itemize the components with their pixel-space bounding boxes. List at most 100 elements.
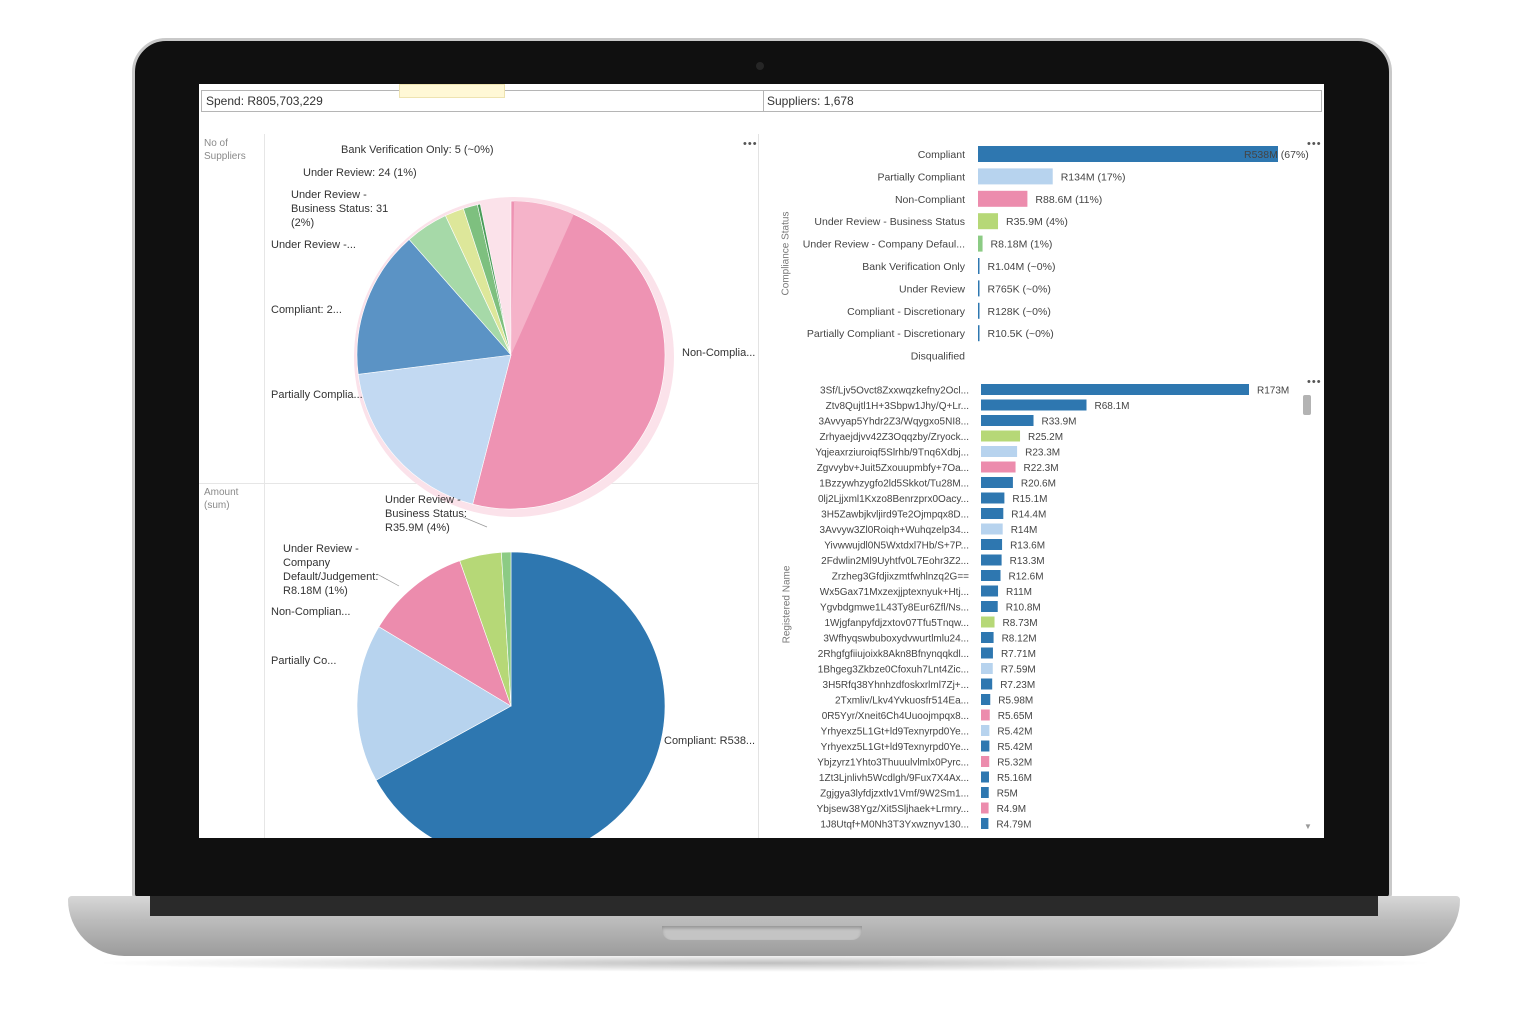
bar-value-label: R11M	[1006, 587, 1032, 598]
pie-leader-line	[462, 516, 488, 528]
bar[interactable]	[981, 399, 1087, 411]
pie_bottom-slice[interactable]	[356, 626, 512, 781]
lid-notch	[662, 926, 862, 940]
scroll-down-icon[interactable]: ▼	[1304, 822, 1312, 831]
pie_top-slice-label: Under Review: 24 (1%)	[303, 167, 417, 179]
bar-value-label: R5.16M	[997, 773, 1032, 784]
bar-value-label: R5M	[997, 789, 1018, 800]
bar-value-label: R538M (67%)	[1244, 149, 1309, 161]
bar-value-label: R8.12M	[1002, 634, 1037, 645]
pie_bottom-slice[interactable]	[375, 551, 666, 838]
pie_top-slice-label: Under Review - Business Status: 31 (2%)	[291, 189, 389, 229]
bar[interactable]	[981, 461, 1016, 473]
bar[interactable]	[978, 146, 1278, 162]
bar[interactable]	[978, 325, 980, 342]
bar[interactable]	[981, 632, 994, 643]
bar-value-label: R10.5K (~0%)	[988, 328, 1054, 340]
bar[interactable]	[981, 508, 1004, 519]
status-chart-menu-icon[interactable]: •••	[1307, 138, 1322, 150]
bar-category-label: Yqjeaxrziuroiqf5Slrhb/9Tnq6Xdbj...	[815, 448, 969, 459]
bar[interactable]	[981, 787, 989, 798]
bar-category-label: Yrhyexz5L1Gt+ld9Texnyrpd0Ye...	[821, 727, 969, 738]
pie_bottom-slice-label: Partially Co...	[271, 655, 337, 667]
bar-category-label: Wx5Gax71Mxzexjjptexnyuk+Htj...	[820, 587, 969, 598]
bar-value-label: R4.79M	[996, 820, 1031, 831]
dashboard-screen: Spend: R805,703,229 Suppliers: 1,678 No …	[199, 84, 1324, 838]
bar[interactable]	[981, 709, 990, 721]
bar-category-label: Non-Compliant	[895, 194, 965, 206]
bar-category-label: 1Wjgfanpyfdjzxtov07Tfu5Tnqw...	[824, 618, 969, 629]
bar-category-label: 3Wfhyqswbuboxydvwurtlmlu24...	[823, 634, 969, 645]
pie_bottom-slice-label: Non-Complian...	[271, 606, 351, 618]
bar[interactable]	[981, 647, 993, 659]
scrollbar-thumb[interactable]	[1303, 395, 1311, 415]
bar[interactable]	[981, 725, 990, 736]
bar[interactable]	[981, 554, 1002, 566]
bar[interactable]	[981, 446, 1018, 457]
bar[interactable]	[981, 523, 1003, 535]
bar[interactable]	[981, 384, 1249, 395]
bar[interactable]	[981, 756, 990, 767]
bar[interactable]	[978, 302, 980, 319]
bar[interactable]	[981, 740, 990, 752]
pie_bottom-slice[interactable]	[378, 560, 512, 707]
bar[interactable]	[981, 539, 1003, 550]
bar[interactable]	[981, 570, 1001, 581]
bar-category-label: 1Bzzywhzygfo2ld5Skkot/Tu28M...	[819, 479, 969, 490]
bar-category-label: Ygvbdgmwe1L43Ty8Eur6Zfl/Ns...	[820, 603, 969, 614]
tooltip-stub	[399, 84, 505, 98]
pie_top-slice[interactable]	[356, 239, 512, 375]
pie-leader-line	[376, 573, 400, 587]
bar-category-label: 3H5Rfq38Yhnhzdfoskxrlml7Zj+...	[823, 680, 969, 691]
bar-category-label: Under Review	[899, 283, 965, 295]
bar[interactable]	[978, 258, 980, 274]
bar[interactable]	[981, 616, 995, 628]
bar-category-label: Under Review - Business Status	[814, 216, 965, 228]
bar-value-label: R765K (~0%)	[988, 283, 1051, 295]
pie-panel: No of Suppliers Amount (sum) ••• Non-Com…	[199, 134, 759, 838]
bar[interactable]	[981, 430, 1021, 442]
bar[interactable]	[978, 213, 999, 230]
pie-bottom-axis-label: Amount (sum)	[204, 487, 239, 511]
bar-category-label: 1Bhgeg3Zkbze0Cfoxuh7Lnt4Zic...	[818, 665, 969, 676]
bar-category-label: 3Sf/Ljv5Ovct8Zxxwqzkefny2Ocl...	[820, 386, 969, 397]
pie-menu-icon[interactable]: •••	[743, 138, 758, 150]
bar[interactable]	[981, 492, 1005, 504]
bar[interactable]	[981, 415, 1034, 426]
bar[interactable]	[981, 601, 998, 612]
bar-value-label: R5.32M	[997, 758, 1032, 769]
bar-value-label: R5.98M	[998, 696, 1033, 707]
bar-category-label: Zgjgya3lyfdjzxtlv1Vmf/9W2Sm1...	[820, 789, 969, 800]
pie_top-slice[interactable]	[357, 354, 512, 505]
pie_bottom-slice[interactable]	[501, 551, 512, 707]
bar[interactable]	[978, 235, 983, 252]
suppliers-kpi: Suppliers: 1,678	[767, 94, 854, 108]
bar[interactable]	[978, 168, 1053, 185]
bar-category-label: 0lj2Ljjxml1Kxzo8Benrzprx0Oacy...	[818, 494, 969, 505]
bar-value-label: R88.6M (11%)	[1035, 194, 1102, 206]
bar-category-label: Bank Verification Only	[862, 261, 965, 273]
bar-category-label: Partially Compliant - Discretionary	[807, 328, 966, 340]
bar[interactable]	[981, 585, 999, 597]
bar-category-label: Compliant - Discretionary	[847, 306, 966, 318]
bar[interactable]	[978, 280, 980, 297]
bar[interactable]	[981, 477, 1013, 488]
bar-category-label: Zgvvybv+Juit5Zxouupmbfy+7Oa...	[817, 463, 969, 474]
pie_top-slice-label: Compliant: 2...	[271, 304, 342, 316]
bar[interactable]	[981, 818, 989, 829]
bar-category-label: 2Rhgfgfiiujoixk8Akn8Bfnynqqkdl...	[818, 649, 969, 660]
bar[interactable]	[981, 771, 989, 783]
bar[interactable]	[978, 190, 1028, 207]
bar[interactable]	[981, 678, 993, 690]
bar[interactable]	[981, 663, 993, 674]
pie_bottom-slice-label: Compliant: R538...	[664, 735, 756, 747]
pie-top-axis-label: No of Suppliers	[204, 138, 246, 162]
pie_top-slice[interactable]	[477, 203, 512, 356]
bar-value-label: R10.8M	[1006, 603, 1041, 614]
bar[interactable]	[981, 802, 989, 814]
bar-value-label: R7.59M	[1001, 665, 1036, 676]
bar-value-label: R1.04M (~0%)	[988, 261, 1056, 273]
bar[interactable]	[981, 694, 991, 705]
bar-category-label: Ybjzyrz1Yhto3Thuuulvlmlx0Pyrc...	[817, 758, 969, 769]
name-chart-menu-icon[interactable]: •••	[1307, 376, 1322, 388]
